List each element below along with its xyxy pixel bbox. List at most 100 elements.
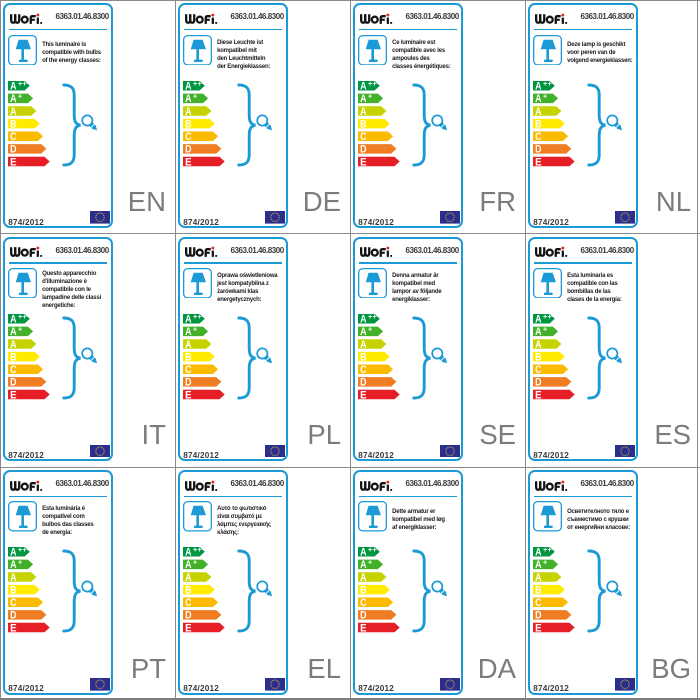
svg-text:A: A — [535, 560, 541, 572]
svg-text:A: A — [360, 547, 366, 559]
svg-text:A: A — [360, 314, 366, 326]
svg-text:A: A — [10, 560, 16, 572]
svg-text:++: ++ — [18, 314, 27, 321]
svg-text:++: ++ — [543, 81, 552, 88]
svg-text:+: + — [543, 325, 548, 334]
svg-text:A: A — [10, 547, 16, 559]
svg-text:A: A — [10, 93, 16, 105]
svg-text:B: B — [185, 352, 191, 364]
svg-text:++: ++ — [368, 81, 377, 88]
svg-text:D: D — [535, 143, 541, 155]
svg-text:B: B — [535, 585, 541, 597]
svg-text:E: E — [185, 389, 191, 401]
svg-text:+: + — [368, 325, 373, 334]
svg-text:D: D — [10, 377, 16, 389]
svg-text:B: B — [360, 118, 366, 130]
svg-text:B: B — [10, 585, 16, 597]
svg-text:E: E — [10, 156, 16, 168]
svg-text:A: A — [185, 93, 191, 105]
svg-text:A: A — [535, 339, 541, 351]
svg-text:A: A — [360, 339, 366, 351]
svg-text:E: E — [535, 156, 541, 168]
svg-text:D: D — [360, 610, 366, 622]
svg-text:+: + — [193, 325, 198, 334]
svg-text:E: E — [535, 389, 541, 401]
svg-text:++: ++ — [543, 314, 552, 321]
svg-text:D: D — [360, 377, 366, 389]
svg-text:C: C — [535, 131, 541, 143]
svg-text:B: B — [360, 352, 366, 364]
svg-text:+: + — [543, 558, 548, 567]
svg-text:D: D — [535, 377, 541, 389]
svg-text:A: A — [535, 547, 541, 559]
svg-text:++: ++ — [543, 547, 552, 554]
svg-text:++: ++ — [193, 81, 202, 88]
svg-text:A: A — [10, 339, 16, 351]
svg-text:+: + — [193, 558, 198, 567]
svg-text:B: B — [360, 585, 366, 597]
svg-text:C: C — [10, 131, 16, 143]
svg-text:D: D — [185, 143, 191, 155]
svg-text:C: C — [185, 364, 191, 376]
svg-text:A: A — [185, 81, 191, 93]
svg-text:E: E — [10, 623, 16, 635]
svg-text:+: + — [18, 91, 23, 100]
svg-text:A: A — [185, 106, 191, 118]
svg-text:A: A — [535, 93, 541, 105]
svg-text:A: A — [360, 106, 366, 118]
svg-text:+: + — [18, 558, 23, 567]
svg-text:A: A — [185, 547, 191, 559]
svg-text:C: C — [360, 131, 366, 143]
svg-text:B: B — [535, 352, 541, 364]
svg-text:D: D — [10, 143, 16, 155]
svg-text:C: C — [10, 598, 16, 610]
svg-text:D: D — [360, 143, 366, 155]
svg-text:E: E — [10, 389, 16, 401]
svg-text:E: E — [535, 623, 541, 635]
svg-text:+: + — [368, 91, 373, 100]
svg-text:E: E — [185, 623, 191, 635]
svg-text:C: C — [535, 598, 541, 610]
svg-text:A: A — [360, 81, 366, 93]
svg-text:A: A — [185, 314, 191, 326]
svg-text:A: A — [10, 106, 16, 118]
svg-text:A: A — [535, 81, 541, 93]
svg-text:++: ++ — [18, 81, 27, 88]
svg-text:++: ++ — [368, 547, 377, 554]
svg-text:C: C — [185, 131, 191, 143]
svg-text:E: E — [360, 156, 366, 168]
svg-text:++: ++ — [18, 547, 27, 554]
svg-text:A: A — [535, 106, 541, 118]
svg-text:A: A — [10, 326, 16, 338]
svg-text:+: + — [18, 325, 23, 334]
svg-text:+: + — [543, 91, 548, 100]
svg-text:E: E — [360, 389, 366, 401]
svg-text:A: A — [535, 326, 541, 338]
svg-text:+: + — [193, 91, 198, 100]
svg-text:A: A — [360, 93, 366, 105]
svg-text:B: B — [535, 118, 541, 130]
svg-text:D: D — [185, 377, 191, 389]
svg-text:C: C — [185, 598, 191, 610]
svg-text:A: A — [185, 560, 191, 572]
svg-text:B: B — [185, 118, 191, 130]
svg-text:++: ++ — [193, 314, 202, 321]
svg-text:B: B — [10, 118, 16, 130]
svg-text:A: A — [535, 572, 541, 584]
svg-text:C: C — [360, 364, 366, 376]
svg-text:D: D — [535, 610, 541, 622]
svg-text:++: ++ — [368, 314, 377, 321]
svg-text:A: A — [185, 339, 191, 351]
svg-text:A: A — [10, 314, 16, 326]
svg-text:D: D — [10, 610, 16, 622]
svg-text:A: A — [10, 81, 16, 93]
svg-text:A: A — [360, 326, 366, 338]
svg-text:E: E — [185, 156, 191, 168]
svg-text:B: B — [185, 585, 191, 597]
svg-text:A: A — [185, 572, 191, 584]
svg-text:C: C — [535, 364, 541, 376]
svg-text:A: A — [360, 560, 366, 572]
svg-text:A: A — [360, 572, 366, 584]
svg-text:+: + — [368, 558, 373, 567]
svg-text:B: B — [10, 352, 16, 364]
